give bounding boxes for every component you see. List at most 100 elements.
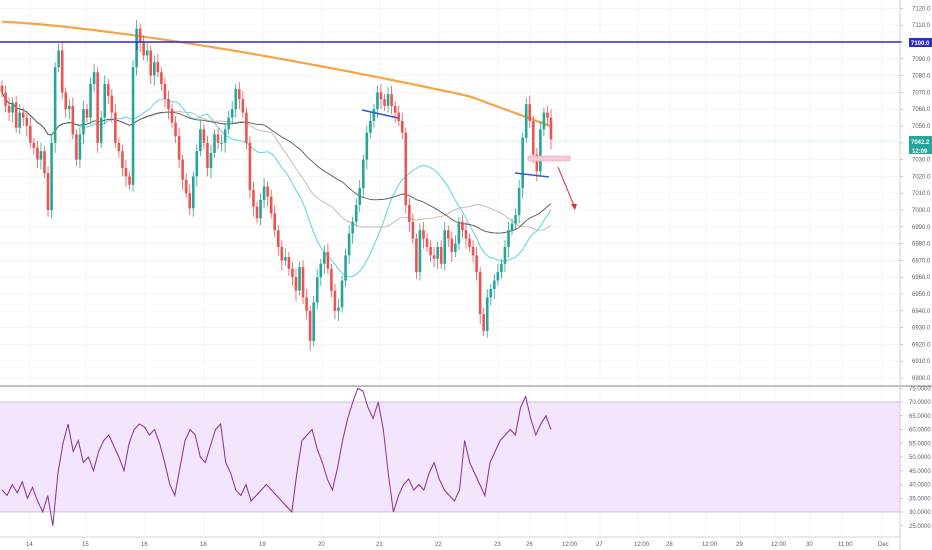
last-price-tag-text: 7042.2 xyxy=(911,140,930,146)
candle-body xyxy=(361,159,365,189)
price-tick-label: 7000.0 xyxy=(912,208,931,214)
time-tick-label: Dec xyxy=(878,542,889,548)
candle-body xyxy=(21,112,25,118)
candle-body xyxy=(99,117,103,143)
candle-body xyxy=(269,196,273,214)
candle-body xyxy=(234,89,238,110)
price-tick-label: 6910.0 xyxy=(912,359,931,365)
candle-body xyxy=(411,221,415,239)
candle-body xyxy=(53,67,57,143)
candle-body xyxy=(471,246,475,256)
time-tick-label: 18 xyxy=(200,542,207,548)
price-tick-label: 7020.0 xyxy=(912,174,931,180)
candle-body xyxy=(153,62,156,76)
candle-body xyxy=(354,204,358,222)
candle-body xyxy=(43,151,46,174)
countdown-tag: 12:09 xyxy=(909,146,932,155)
candle-body xyxy=(291,268,294,278)
rsi-tick-label: 35.0000 xyxy=(909,496,931,502)
candle-body xyxy=(85,109,89,118)
candle-body xyxy=(57,50,60,68)
candle-body xyxy=(276,230,280,247)
candle-body xyxy=(510,223,514,231)
candle-body xyxy=(170,109,174,123)
candle-body xyxy=(485,297,489,331)
rsi-tick-label: 25.0000 xyxy=(909,524,931,530)
countdown-tag-text: 12:09 xyxy=(912,149,928,155)
candle-body xyxy=(160,72,163,84)
candle-body xyxy=(167,99,170,110)
candle-body xyxy=(209,152,213,168)
candle-body xyxy=(39,151,43,160)
candle-body xyxy=(400,120,404,133)
price-tick-label: 7060.0 xyxy=(912,107,931,113)
trendline-left[interactable] xyxy=(361,109,399,119)
candle-body xyxy=(301,267,305,298)
price-tick-label: 7080.0 xyxy=(912,74,931,80)
candle-body xyxy=(241,99,245,113)
candle-body xyxy=(340,280,344,308)
target-box[interactable] xyxy=(527,155,571,162)
candle-body xyxy=(18,112,22,128)
candle-body xyxy=(446,230,450,239)
candle-body xyxy=(294,277,298,291)
candle-body xyxy=(478,272,482,315)
time-tick-label: 12:00 xyxy=(702,542,718,548)
candle-body xyxy=(202,129,206,143)
time-tick-label: 11:00 xyxy=(838,542,853,548)
candle-body xyxy=(163,84,167,100)
candle-body xyxy=(124,168,128,177)
candle-body xyxy=(220,142,223,144)
candle-body xyxy=(312,302,315,342)
candle-body xyxy=(213,134,216,153)
candle-body xyxy=(535,154,539,172)
candle-body xyxy=(429,246,432,256)
candle-body xyxy=(369,120,372,133)
candles xyxy=(0,20,553,352)
time-tick-label: 26 xyxy=(526,542,533,548)
candle-body xyxy=(493,280,496,289)
price-tick-label: 6950.0 xyxy=(912,292,931,298)
candle-body xyxy=(284,257,287,261)
price-tick-label: 7050.0 xyxy=(912,124,931,130)
time-tick-label: 22 xyxy=(435,542,442,548)
candle-body xyxy=(121,151,124,168)
price-tick-label: 6980.0 xyxy=(912,242,931,248)
candle-body xyxy=(142,42,145,56)
down-arrow[interactable] xyxy=(557,166,576,209)
time-tick-label: 23 xyxy=(494,542,501,548)
rsi-tick-label: 50.0000 xyxy=(909,455,931,461)
candle-body xyxy=(337,307,340,311)
time-tick-label: 28 xyxy=(666,542,673,548)
candle-body xyxy=(181,159,184,180)
time-tick-label: 29 xyxy=(736,542,743,548)
candle-body xyxy=(78,134,82,160)
candle-body xyxy=(507,230,510,247)
candle-body xyxy=(32,142,36,148)
trendline-right[interactable] xyxy=(514,172,550,178)
candle-body xyxy=(46,173,50,210)
rsi-axis: 75.0000 70.0000 65.0000 60.0000 55.0000 50.00… xyxy=(900,386,931,530)
candle-body xyxy=(439,246,443,264)
candle-body xyxy=(383,99,386,106)
candle-body xyxy=(408,204,411,222)
price-axis: 7120.0 7110.0 7100.0 7090.0 7080.0 7070.0 7060… xyxy=(900,6,931,382)
candle-body xyxy=(464,230,468,239)
candle-body xyxy=(549,117,553,140)
candle-body xyxy=(273,213,277,231)
candle-body xyxy=(365,132,369,160)
price-tick-label: 6930.0 xyxy=(912,326,931,332)
candle-body xyxy=(489,288,493,298)
candle-body xyxy=(319,263,323,278)
time-tick-label: 12:00 xyxy=(634,542,650,548)
candle-body xyxy=(245,112,248,143)
candle-body xyxy=(546,112,549,118)
candle-body xyxy=(71,105,75,135)
time-tick-label: 12:00 xyxy=(771,542,787,548)
candle-body xyxy=(174,122,177,137)
candle-body xyxy=(475,255,478,273)
candle-body xyxy=(308,310,312,342)
candle-body xyxy=(280,246,284,261)
candle-body xyxy=(531,120,535,155)
time-tick-label: 20 xyxy=(318,542,325,548)
